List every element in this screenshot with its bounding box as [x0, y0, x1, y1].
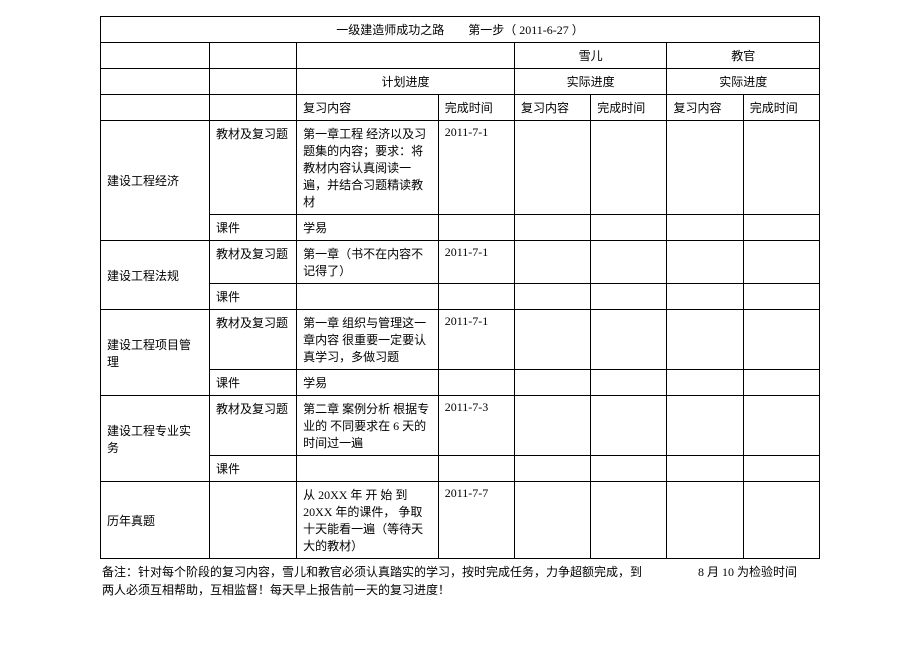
blank-cell: [591, 396, 667, 456]
person2-header: 教官: [667, 43, 820, 69]
notes-section: 备注：针对每个阶段的复习内容，雪儿和教官必须认真踏实的学习，按时完成任务，力争超…: [100, 559, 820, 603]
blank-cell: [667, 241, 743, 284]
blank-cell: [591, 121, 667, 215]
blank-cell: [743, 241, 819, 284]
content-cell: 从 20XX 年 开 始 到20XX 年的课件， 争取十天能看一遍（等待天大的教…: [297, 482, 439, 559]
blank-cell: [743, 310, 819, 370]
blank-cell: [667, 310, 743, 370]
time-cell: [438, 284, 514, 310]
person1-header: 雪儿: [514, 43, 667, 69]
actual-progress-header-1: 实际进度: [514, 69, 667, 95]
blank-cell: [591, 241, 667, 284]
blank-cell: [591, 370, 667, 396]
blank-cell: [743, 396, 819, 456]
subject-cell: 建设工程专业实务: [101, 396, 210, 482]
blank-cell: [743, 370, 819, 396]
blank-cell: [591, 215, 667, 241]
blank-cell: [743, 482, 819, 559]
type-cell: 课件: [209, 284, 296, 310]
time-cell: 2011-7-1: [438, 241, 514, 284]
blank-cell: [514, 370, 590, 396]
blank-cell: [667, 482, 743, 559]
type-cell: 课件: [209, 215, 296, 241]
content-cell: 第一章（书不在内容不记得了）: [297, 241, 439, 284]
blank-cell: [514, 310, 590, 370]
subject-cell: 建设工程法规: [101, 241, 210, 310]
notes-line2: 两人必须互相帮助，互相监督！每天早上报告前一天的复习进度！: [102, 581, 818, 599]
type-cell: [209, 482, 296, 559]
time-cell: [438, 215, 514, 241]
time-cell: [438, 456, 514, 482]
blank-cell: [667, 121, 743, 215]
blank-cell: [209, 69, 296, 95]
type-cell: 课件: [209, 456, 296, 482]
content-cell: [297, 284, 439, 310]
blank-cell: [514, 284, 590, 310]
blank-cell: [514, 482, 590, 559]
notes-line1-left: 备注：针对每个阶段的复习内容，雪儿和教官必须认真踏实的学习，按时完成任务，力争超…: [102, 563, 698, 581]
content-cell: 学易: [297, 370, 439, 396]
time-cell: [438, 370, 514, 396]
blank-cell: [101, 69, 210, 95]
type-cell: 教材及复习题: [209, 121, 296, 215]
content-cell: 学易: [297, 215, 439, 241]
blank-cell: [743, 215, 819, 241]
time-cell: 2011-7-3: [438, 396, 514, 456]
col-header: 复习内容: [667, 95, 743, 121]
subject-cell: 建设工程项目管理: [101, 310, 210, 396]
plan-progress-header: 计划进度: [297, 69, 515, 95]
blank-cell: [514, 241, 590, 284]
blank-cell: [591, 456, 667, 482]
actual-progress-header-2: 实际进度: [667, 69, 820, 95]
blank-cell: [101, 95, 210, 121]
blank-cell: [667, 456, 743, 482]
blank-cell: [591, 310, 667, 370]
content-cell: [297, 456, 439, 482]
blank-cell: [591, 482, 667, 559]
blank-cell: [297, 43, 515, 69]
content-cell: 第二章 案例分析 根据专业的 不同要求在 6 天的时间过一遍: [297, 396, 439, 456]
subject-cell: 建设工程经济: [101, 121, 210, 241]
blank-cell: [743, 284, 819, 310]
blank-cell: [209, 95, 296, 121]
col-header: 完成时间: [591, 95, 667, 121]
blank-cell: [667, 284, 743, 310]
time-cell: 2011-7-1: [438, 310, 514, 370]
blank-cell: [743, 121, 819, 215]
time-cell: 2011-7-7: [438, 482, 514, 559]
col-header: 完成时间: [743, 95, 819, 121]
study-plan-table: 一级建造师成功之路 第一步（ 2011-6-27 ） 雪儿 教官 计划进度 实际…: [100, 16, 820, 559]
content-cell: 第一章 组织与管理这一章内容 很重要一定要认真学习，多做习题: [297, 310, 439, 370]
col-header: 完成时间: [438, 95, 514, 121]
type-cell: 教材及复习题: [209, 310, 296, 370]
blank-cell: [743, 456, 819, 482]
blank-cell: [514, 396, 590, 456]
col-header: 复习内容: [514, 95, 590, 121]
blank-cell: [591, 284, 667, 310]
blank-cell: [101, 43, 210, 69]
table-title: 一级建造师成功之路 第一步（ 2011-6-27 ）: [101, 17, 820, 43]
blank-cell: [514, 215, 590, 241]
type-cell: 课件: [209, 370, 296, 396]
blank-cell: [514, 121, 590, 215]
type-cell: 教材及复习题: [209, 396, 296, 456]
content-cell: 第一章工程 经济以及习题集的内容；要求：将教材内容认真阅读一遍，并结合习题精读教…: [297, 121, 439, 215]
blank-cell: [667, 215, 743, 241]
blank-cell: [209, 43, 296, 69]
blank-cell: [514, 456, 590, 482]
time-cell: 2011-7-1: [438, 121, 514, 215]
type-cell: 教材及复习题: [209, 241, 296, 284]
subject-cell: 历年真题: [101, 482, 210, 559]
col-header: 复习内容: [297, 95, 439, 121]
blank-cell: [667, 370, 743, 396]
notes-line1-right: 8 月 10 为检验时间: [698, 563, 818, 581]
blank-cell: [667, 396, 743, 456]
